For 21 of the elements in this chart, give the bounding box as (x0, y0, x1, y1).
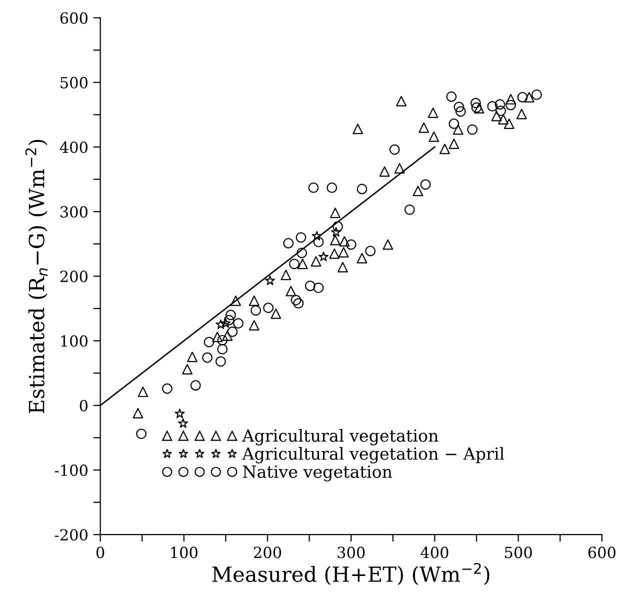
legend-label: Native vegetation (242, 465, 392, 482)
x-tick-label: 600 (588, 546, 616, 558)
y-tick-label: 400 (60, 141, 88, 154)
y-axis-title: Estimated (R$_{n}$−G) (Wm$^{−2}$) (25, 140, 48, 414)
x-tick-label: 200 (254, 546, 282, 558)
y-tick-label: 0 (80, 400, 88, 412)
legend-label: Agricultural vegetation (242, 428, 438, 446)
y-tick-label: 300 (60, 206, 88, 218)
x-tick-label: 300 (338, 546, 365, 558)
x-tick-label: 100 (171, 546, 198, 558)
x-tick-label: 0 (96, 546, 104, 558)
x-tick-label: 400 (420, 546, 448, 558)
legend-label: Agricultural vegetation − April (242, 447, 504, 464)
y-tick-label: 200 (60, 270, 88, 282)
y-tick-label: 600 (60, 12, 88, 24)
y-tick-label: -100 (54, 464, 88, 476)
y-tick-label: 500 (60, 76, 88, 88)
y-tick-label: -200 (54, 529, 88, 541)
x-tick-label: 500 (505, 546, 532, 558)
y-tick-label: 100 (61, 335, 88, 347)
x-axis-title: Measured (H+ET) (Wm$^{−2}$) (212, 562, 490, 586)
